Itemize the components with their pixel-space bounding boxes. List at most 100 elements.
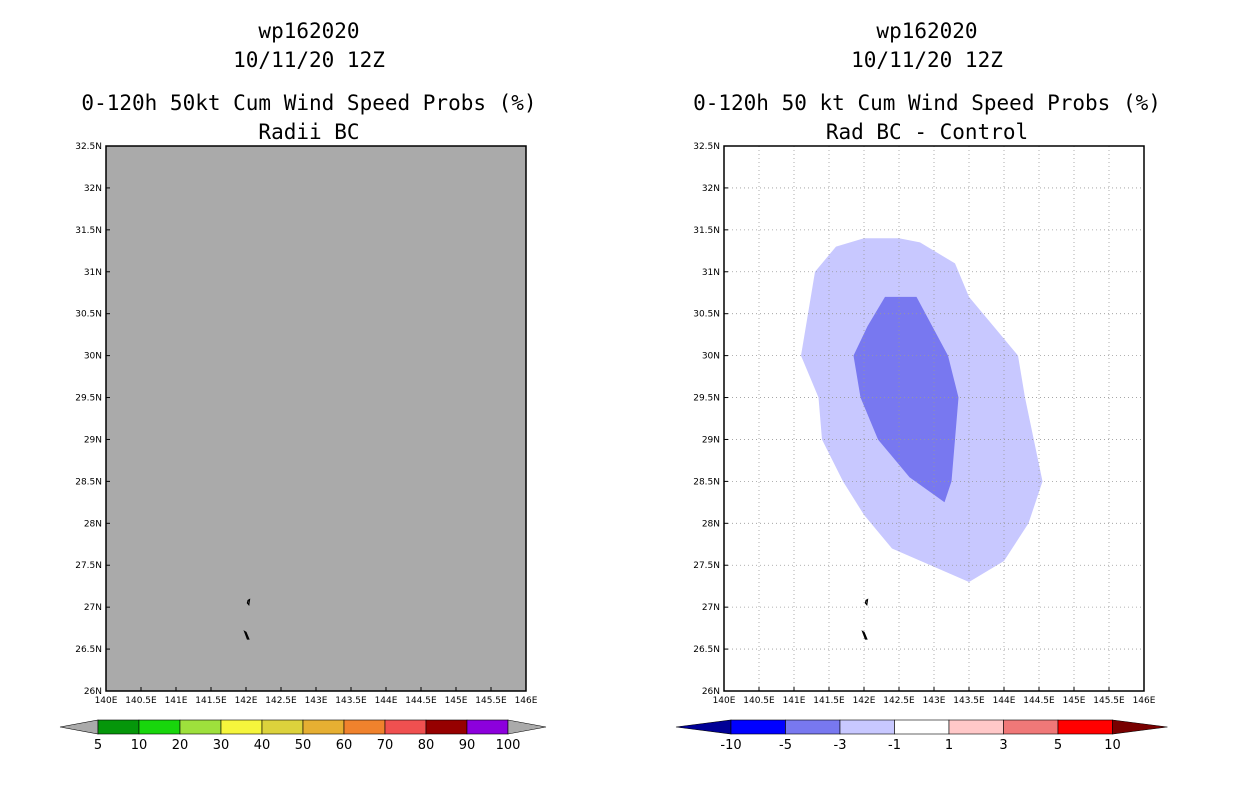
left-plot (105, 145, 527, 692)
x-tick-label: 141E (165, 696, 188, 706)
x-tick-label: 144.5E (405, 696, 437, 706)
right-y-axis: 26N 26.5N 27N 27.5N 28N 28.5N 29N 29.5N 30N 30.5N… (693, 142, 728, 697)
colorbar-segment (302, 719, 345, 735)
contour-region-1 (853, 296, 959, 503)
colorbar-low-arrow (59, 719, 99, 735)
x-tick-label: 140E (95, 696, 118, 706)
colorbar-label: -5 (779, 738, 792, 753)
y-tick-label: 30N (702, 352, 720, 362)
x-tick-label: 144.5E (1023, 696, 1055, 706)
colorbar-high-arrow (507, 719, 547, 735)
colorbar-segment (839, 719, 895, 735)
right-datetime: 10/11/20 12Z (851, 48, 1003, 72)
y-tick-label: 32N (702, 184, 720, 194)
right-colorbar: -10 -5 -3 -1 1 3 5 10 (675, 719, 1168, 753)
colorbar-label: 30 (213, 738, 230, 753)
colorbar-segment (97, 719, 140, 735)
colorbar-segment (179, 719, 222, 735)
right-title: wp162020 (876, 19, 977, 43)
colorbar-segment (1003, 719, 1059, 735)
x-tick-label: 141.5E (813, 696, 845, 706)
x-tick-label: 142E (853, 696, 876, 706)
x-tick-label: 145.5E (475, 696, 507, 706)
island-south (861, 630, 868, 640)
x-tick-label: 145E (1063, 696, 1086, 706)
y-tick-label: 29.5N (75, 394, 102, 404)
x-tick-label: 143.5E (953, 696, 985, 706)
colorbar-segment (261, 719, 304, 735)
colorbar-segment (425, 719, 468, 735)
x-tick-label: 144E (375, 696, 398, 706)
colorbar-label: 3 (999, 738, 1007, 753)
y-tick-label: 30.5N (75, 310, 102, 320)
x-tick-label: 142.5E (883, 696, 915, 706)
y-tick-label: 31N (84, 268, 102, 278)
y-tick-label: 27.5N (693, 561, 720, 571)
colorbar-segment (1057, 719, 1113, 735)
x-tick-label: 143E (923, 696, 946, 706)
colorbar-segment (785, 719, 841, 735)
y-tick-label: 28N (84, 519, 102, 529)
x-tick-label: 144E (993, 696, 1016, 706)
y-tick-label: 29N (84, 435, 102, 445)
island-north (864, 598, 869, 606)
colorbar-label: 10 (131, 738, 148, 753)
colorbar-label: 10 (1104, 738, 1121, 753)
left-datetime: 10/11/20 12Z (233, 48, 385, 72)
left-subtitle: 0-120h 50kt Cum Wind Speed Probs (%) (81, 91, 536, 115)
right-x-axis: 140E 140.5E 141E 141.5E 142E 142.5E 143E 143.5E… (713, 687, 1156, 706)
y-tick-label: 27N (702, 603, 720, 613)
y-tick-label: 28.5N (75, 477, 102, 487)
y-tick-label: 30N (84, 352, 102, 362)
colorbar-segment (384, 719, 427, 735)
x-tick-label: 146E (515, 696, 538, 706)
y-tick-label: 26.5N (75, 645, 102, 655)
x-tick-label: 141E (783, 696, 806, 706)
colorbar-label: 60 (336, 738, 353, 753)
left-y-axis: 26N 26.5N 27N 27.5N 28N 28.5N 29N 29.5N 30N 30.5N… (75, 142, 110, 697)
x-tick-label: 140E (713, 696, 736, 706)
x-tick-label: 140.5E (125, 696, 157, 706)
colorbar-label: 1 (945, 738, 953, 753)
colorbar-high-arrow (1112, 719, 1168, 735)
y-tick-label: 32N (84, 184, 102, 194)
right-subtitle: 0-120h 50 kt Cum Wind Speed Probs (%) (693, 91, 1161, 115)
colorbar-segment (466, 719, 509, 735)
colorbar-label: -3 (834, 738, 847, 753)
y-tick-label: 27N (84, 603, 102, 613)
y-tick-label: 30.5N (693, 310, 720, 320)
x-tick-label: 146E (1133, 696, 1156, 706)
y-tick-label: 29.5N (693, 394, 720, 404)
left-colorbar: 5 10 20 30 40 50 60 70 80 90 100 (59, 719, 547, 753)
colorbar-segment (948, 719, 1004, 735)
colorbar-label: 40 (254, 738, 271, 753)
left-subtitle2: Radii BC (258, 120, 359, 144)
y-tick-label: 32.5N (75, 142, 102, 152)
y-tick-label: 31.5N (75, 226, 102, 236)
x-tick-label: 143E (305, 696, 328, 706)
colorbar-label: 90 (459, 738, 476, 753)
colorbar-label: 5 (1054, 738, 1062, 753)
colorbar-label: -1 (888, 738, 901, 753)
x-tick-label: 142E (235, 696, 258, 706)
right-subtitle2: Rad BC - Control (826, 120, 1028, 144)
x-tick-label: 141.5E (195, 696, 227, 706)
plot-background (106, 146, 526, 691)
y-tick-label: 31.5N (693, 226, 720, 236)
x-tick-label: 143.5E (335, 696, 367, 706)
colorbar-label: 50 (295, 738, 312, 753)
island-north (246, 598, 251, 606)
y-tick-label: 28.5N (693, 477, 720, 487)
y-tick-label: 32.5N (693, 142, 720, 152)
x-tick-label: 145E (445, 696, 468, 706)
colorbar-label: 80 (418, 738, 435, 753)
island-south (243, 630, 250, 640)
colorbar-segment (730, 719, 786, 735)
colorbar-segment (220, 719, 263, 735)
colorbar-segment (138, 719, 181, 735)
colorbar-label: -10 (720, 738, 741, 753)
colorbar-low-arrow (675, 719, 732, 735)
y-tick-label: 27.5N (75, 561, 102, 571)
y-tick-label: 26N (702, 687, 720, 697)
